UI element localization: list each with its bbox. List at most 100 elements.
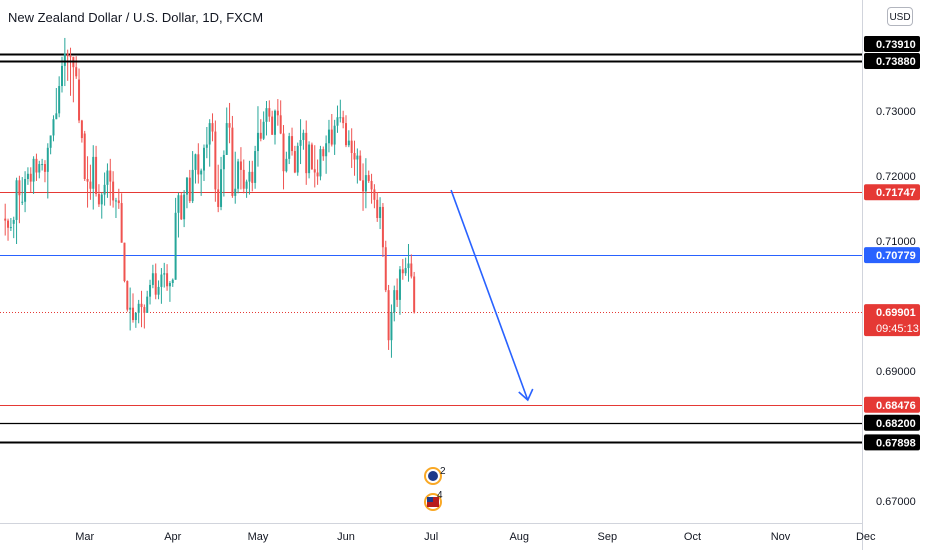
candle-body [214, 131, 217, 190]
candle-body [86, 179, 89, 182]
candle-body [151, 273, 154, 285]
price-badge-label: 0.71747 [876, 187, 916, 199]
candle-body [393, 290, 396, 313]
candle-body [106, 170, 109, 185]
candle-body [18, 180, 21, 196]
candle-body [259, 132, 262, 139]
candle-body [132, 307, 134, 321]
candle-body [274, 110, 276, 135]
us-flag-canton [427, 497, 433, 502]
candle-body [313, 169, 316, 173]
candle-body [350, 140, 353, 153]
candle-body [9, 227, 12, 229]
price-tick-label: 0.67000 [876, 496, 916, 508]
candle-body [123, 242, 126, 282]
candle-body [310, 144, 313, 170]
price-badge [864, 53, 920, 69]
price-badge [864, 396, 920, 413]
candle-body [120, 203, 123, 243]
candle-body [78, 79, 81, 121]
candle-body [282, 133, 285, 172]
candle-body [200, 170, 203, 175]
candle-body [208, 123, 211, 145]
candle-body [404, 268, 407, 274]
candle-body [330, 129, 333, 145]
arrow-head-icon [518, 388, 534, 402]
candle-body [413, 276, 416, 313]
time-tick-label: Sep [597, 531, 617, 543]
candle-body [95, 156, 98, 194]
candle-body [83, 133, 86, 179]
candle-body [129, 307, 132, 310]
candle-body [217, 189, 220, 207]
candle-body [180, 195, 183, 220]
candle-body [228, 123, 231, 128]
candle-body [276, 110, 279, 116]
candle-body [333, 125, 336, 145]
candle-body [401, 269, 404, 274]
candle-body [163, 273, 166, 275]
candle-body [80, 120, 83, 139]
candle-body [256, 132, 259, 152]
trend-arrow-line[interactable] [450, 189, 529, 401]
candle-body [29, 173, 32, 182]
candle-body [185, 177, 188, 195]
candle-body [407, 263, 410, 269]
candle-body [245, 181, 248, 189]
candle-body [137, 303, 140, 313]
time-tick-label: Jul [424, 531, 438, 543]
candle-body [222, 154, 225, 170]
time-tick-label: Aug [509, 531, 529, 543]
candle-body [205, 144, 208, 148]
candle-body [197, 154, 200, 175]
candle-body [251, 171, 254, 183]
candle-body [302, 132, 305, 140]
candle-body [262, 121, 265, 139]
candle-body [143, 307, 146, 313]
candle-body [271, 116, 274, 135]
candle-body [390, 312, 393, 341]
price-tick-label: 0.71000 [876, 236, 916, 248]
candle-body [140, 303, 143, 308]
currency-button[interactable]: USD [887, 7, 913, 26]
candle-body [103, 184, 106, 195]
candle-body [97, 193, 100, 205]
candle-body [356, 155, 359, 160]
candle-body [112, 181, 115, 201]
candle-body [203, 147, 205, 171]
candle-body [61, 65, 63, 87]
candle-body [41, 164, 44, 166]
candle-body [293, 151, 296, 173]
candle-body [49, 135, 52, 148]
candle-body [265, 108, 268, 122]
candle-body [296, 145, 299, 173]
price-tick-label: 0.72000 [876, 171, 916, 183]
candle-body [288, 136, 291, 159]
candle-body [55, 113, 58, 120]
time-tick-label: Dec [856, 531, 876, 543]
candle-body [279, 115, 282, 134]
price-badge-label: 0.70779 [876, 250, 916, 262]
candle-body [220, 169, 223, 207]
candle-body [149, 284, 152, 297]
candle-body [336, 117, 339, 126]
candle-body [319, 149, 322, 177]
price-badge-label: 0.69901 [876, 307, 916, 319]
candle-body [322, 149, 325, 157]
candle-body [188, 177, 191, 202]
event-marker-count: 4 [437, 490, 443, 501]
candle-body [35, 158, 38, 173]
price-badge-label: 0.73880 [876, 56, 916, 68]
candle-body [21, 201, 24, 203]
candle-body [387, 290, 390, 341]
candle-body [362, 180, 365, 192]
price-badge-label: 0.67898 [876, 437, 916, 449]
price-badge-label: 0.68476 [876, 400, 916, 412]
candle-body [316, 172, 319, 177]
candle-body [43, 164, 46, 172]
candle-body [114, 200, 117, 202]
candle-body [379, 206, 382, 218]
candle-body [109, 170, 112, 182]
candle-body [342, 117, 345, 124]
